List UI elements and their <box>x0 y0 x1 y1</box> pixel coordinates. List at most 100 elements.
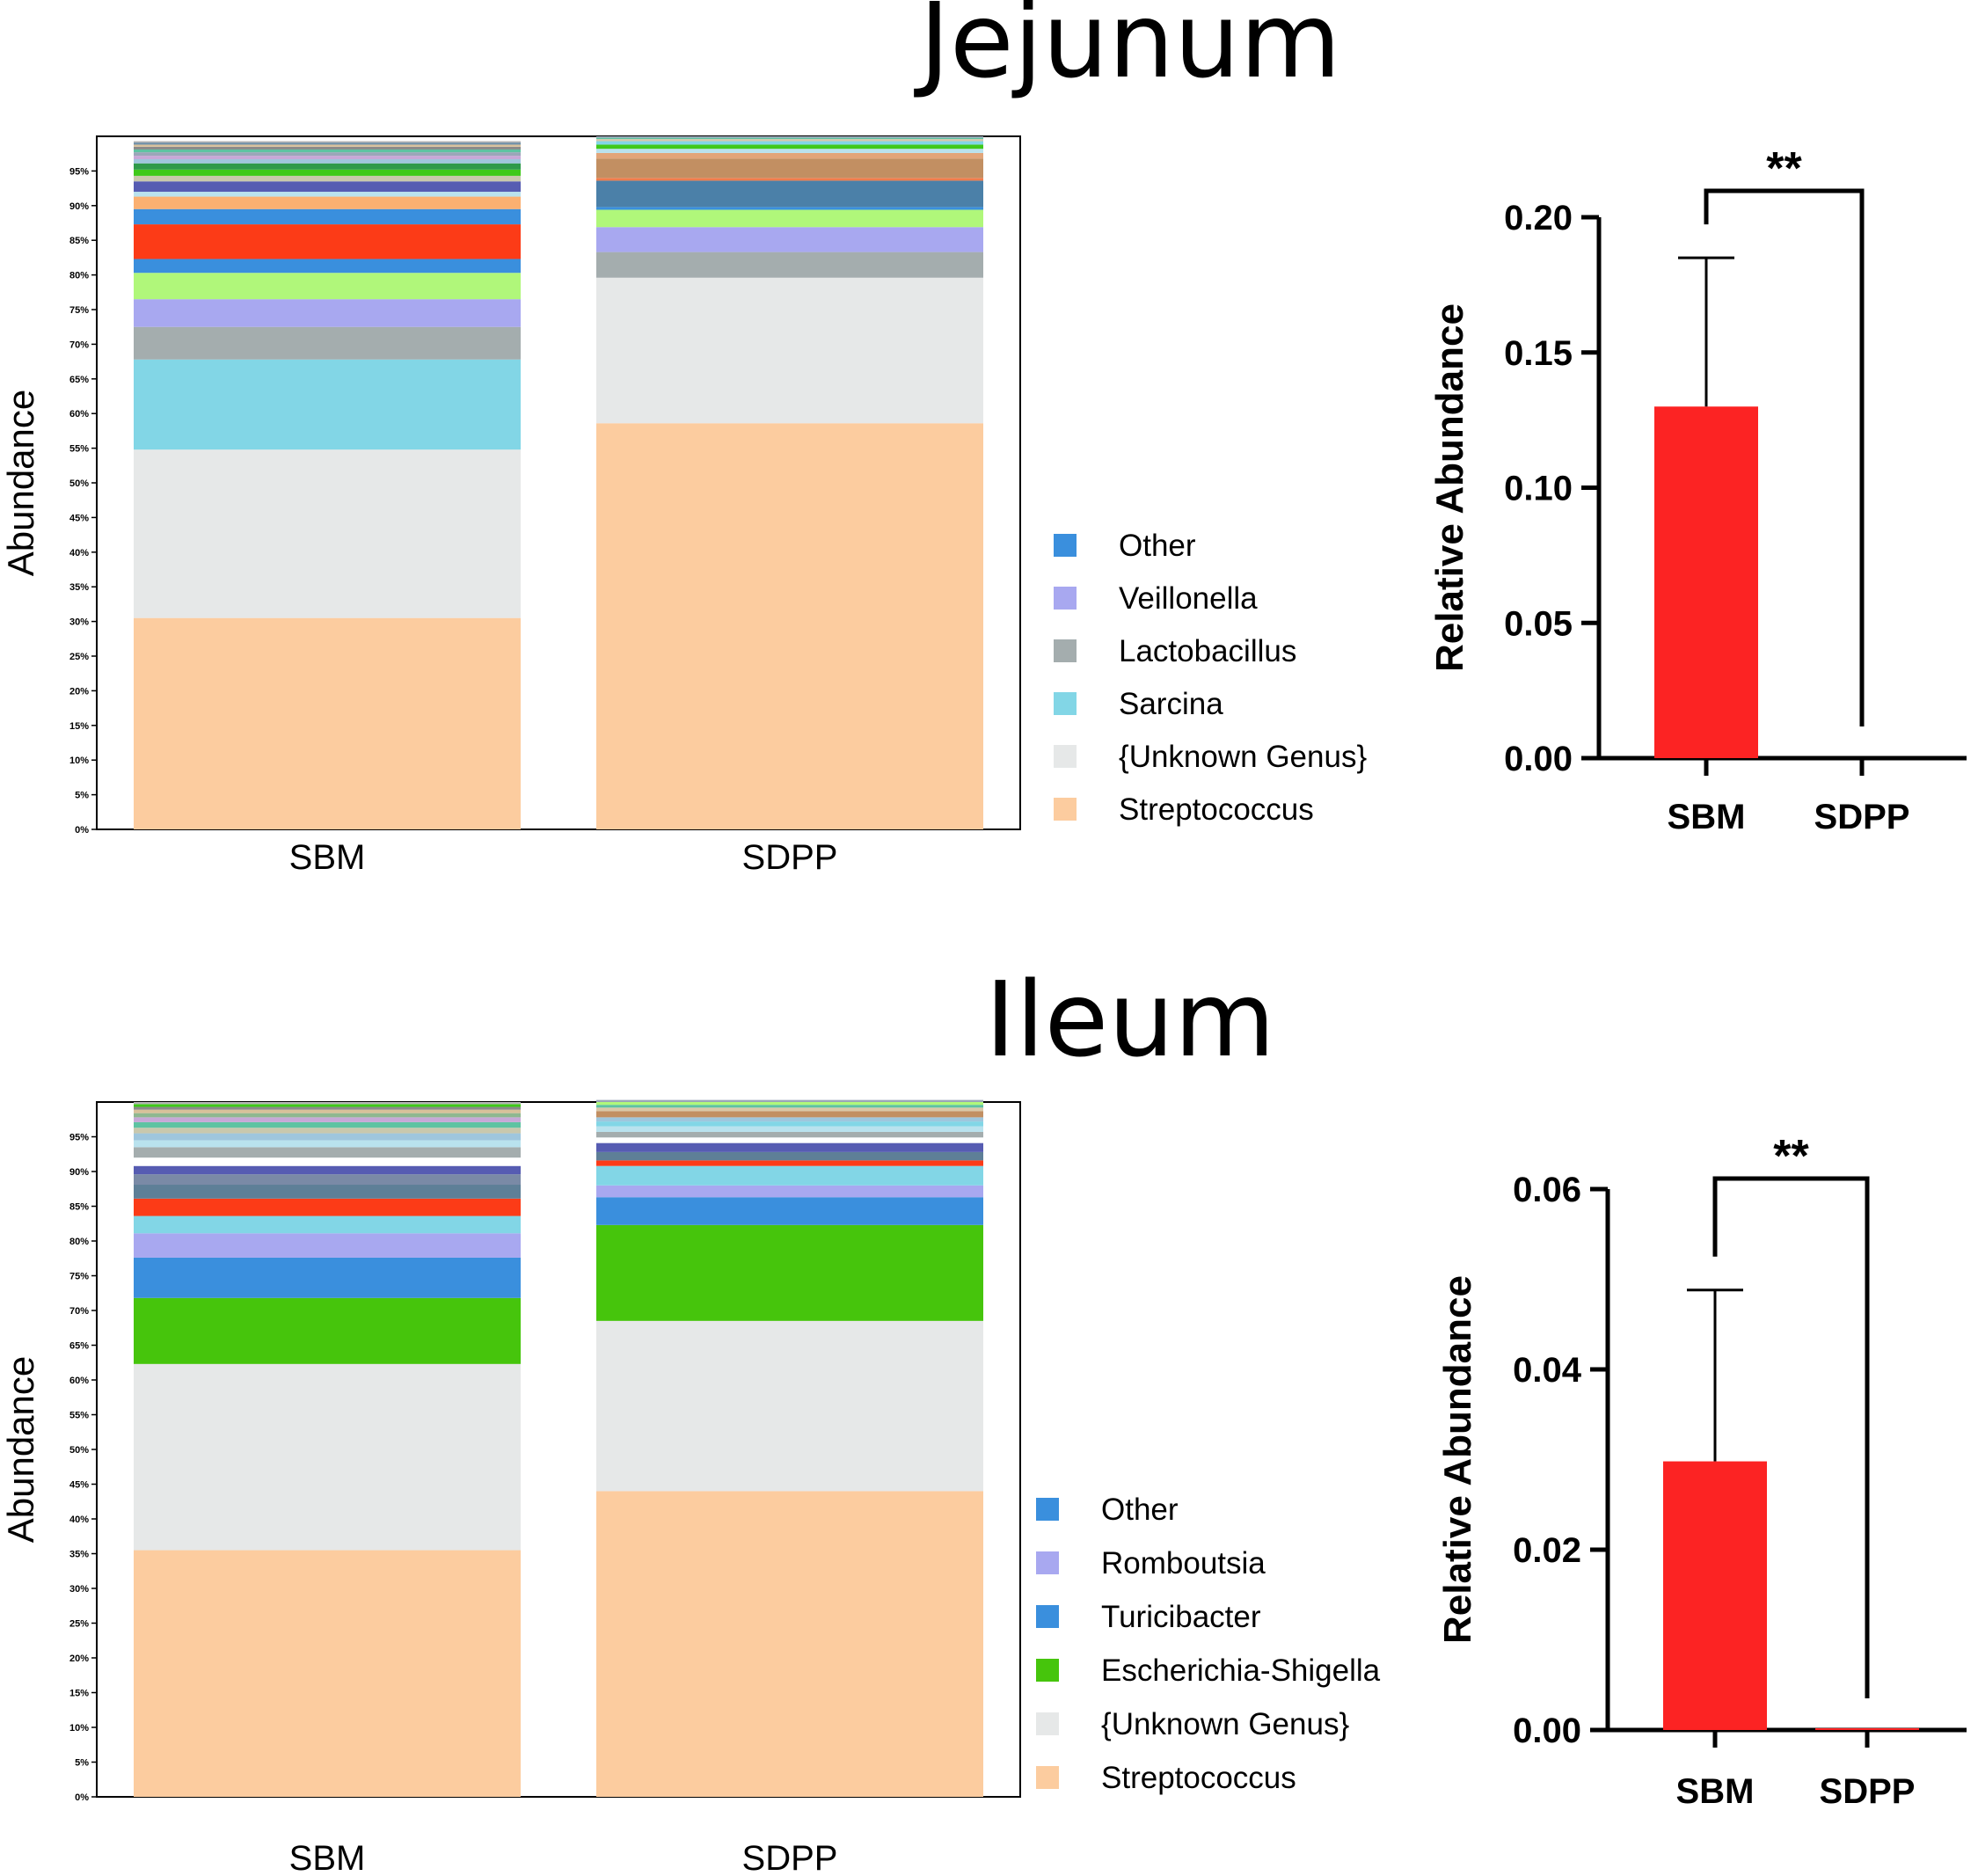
stack-segment <box>596 1117 983 1122</box>
panel-title: Jejunum <box>913 0 1341 101</box>
data-bar <box>1815 1727 1919 1730</box>
legend-label: Turicibacter <box>1101 1600 1261 1634</box>
legend-label: Streptococcus <box>1101 1761 1296 1795</box>
stack-segment <box>134 1165 521 1175</box>
stack-segment <box>596 1491 983 1797</box>
stack-segment <box>134 224 521 259</box>
y-tick-label: 75% <box>69 305 89 316</box>
stack-segment <box>134 1109 521 1113</box>
y-tick-label: 0.05 <box>1504 604 1573 643</box>
legend-swatch <box>1054 534 1077 557</box>
significance-label: ** <box>1766 143 1802 194</box>
stack-segment <box>134 192 521 197</box>
stack-segment <box>134 1297 521 1364</box>
stack-segment <box>596 277 983 424</box>
y-tick-label: 0.06 <box>1513 1171 1581 1209</box>
stack-segment <box>134 1133 521 1141</box>
x-category-label: SBM <box>1668 798 1746 836</box>
y-tick-label: 0.15 <box>1504 334 1573 373</box>
legend-swatch <box>1054 639 1077 662</box>
y-tick-label: 0% <box>75 1792 89 1803</box>
stack-segment <box>134 326 521 360</box>
y-tick-label: 70% <box>69 339 89 350</box>
y-tick-label: 90% <box>69 201 89 212</box>
stack-segment <box>134 1147 521 1158</box>
stack-segment <box>596 1165 983 1186</box>
stack-segment <box>134 259 521 274</box>
stack-segment <box>596 1197 983 1225</box>
y-tick-label: 40% <box>69 548 89 558</box>
stack-segment <box>596 1102 983 1106</box>
legend-label: Other <box>1101 1493 1179 1527</box>
stacked-chart: SBM SDPP 0% 5% 10% 15% 20% 25% 30% 35% 40% 45% 50% 55… <box>0 135 1021 877</box>
stack-segment <box>596 1160 983 1166</box>
stack-segment <box>596 1151 983 1161</box>
y-tick-label: 0.02 <box>1513 1531 1581 1570</box>
stack-segment <box>596 178 983 181</box>
x-category-label: SDPP <box>1814 798 1910 836</box>
significance-label: ** <box>1773 1131 1809 1182</box>
legend-swatch <box>1036 1551 1059 1574</box>
stack-segment <box>596 180 983 208</box>
stack-segment <box>596 423 983 829</box>
stack-segment <box>134 146 521 150</box>
legend-label: {Unknown Genus} <box>1119 740 1367 774</box>
panel-ileum: Ileum SBM SDPP 0% 5% 10% 15% 20% 25% 30% 35% 40% 45… <box>0 959 1967 1876</box>
y-tick-label: 20% <box>69 686 89 697</box>
significance-bracket <box>1712 1176 1870 1698</box>
y-tick-label: 80% <box>69 271 89 281</box>
stack-segment <box>596 136 983 138</box>
stack-segment <box>134 142 521 145</box>
stack-segment <box>134 299 521 327</box>
stack-segment <box>596 1320 983 1492</box>
y-tick-label: 65% <box>69 1341 89 1352</box>
stack-segment <box>134 152 521 157</box>
x-category-label: SBM <box>289 1839 366 1876</box>
y-tick-label: 95% <box>69 1133 89 1143</box>
stack-segment <box>134 1128 521 1134</box>
stack-segment <box>596 1126 983 1132</box>
panel-jejunum: Jejunum SBM SDPP 0% 5% 10% 15% 20% 25% 30% 35% 40%… <box>0 0 1967 877</box>
y-axis-label: Relative Abundance <box>1436 1275 1479 1644</box>
stack-segment <box>134 359 521 450</box>
y-tick-label: 5% <box>75 791 89 801</box>
legend-swatch <box>1036 1659 1059 1682</box>
y-tick-label: 10% <box>69 756 89 766</box>
stack-segment <box>596 149 983 153</box>
legend-swatch <box>1054 745 1077 768</box>
x-category-label: SDPP <box>742 838 838 877</box>
bar-chart: 0.00 0.05 0.10 0.15 0.20 SBM SDPP ** Relative Ab… <box>1428 143 1967 836</box>
stack-segment <box>134 156 521 160</box>
stack-segment <box>596 1131 983 1138</box>
y-tick-label: 55% <box>69 444 89 455</box>
y-tick-label: 0.04 <box>1513 1351 1582 1390</box>
stack-segment <box>596 144 983 150</box>
stack-segment <box>596 137 983 140</box>
stack-segment <box>134 1117 521 1122</box>
stack-segment <box>134 163 521 170</box>
stack-segment <box>134 1363 521 1551</box>
stack-segment <box>134 1257 521 1298</box>
y-tick-label: 55% <box>69 1411 89 1421</box>
y-tick-label: 85% <box>69 1202 89 1213</box>
y-tick-label: 60% <box>69 409 89 420</box>
significance-bracket <box>1704 188 1865 726</box>
x-category-label: SBM <box>289 838 366 877</box>
x-category-label: SDPP <box>742 1839 838 1876</box>
stack-segment <box>596 1224 983 1321</box>
stack-segment <box>134 1157 521 1166</box>
stack-segment <box>596 1107 983 1112</box>
data-bar <box>1654 406 1758 758</box>
legend-label: Romboutsia <box>1101 1546 1266 1580</box>
stack-segment <box>134 1550 521 1797</box>
stack-segment <box>596 209 983 228</box>
stack-segment <box>596 1121 983 1127</box>
stack-segment <box>134 1215 521 1234</box>
y-tick-label: 40% <box>69 1515 89 1525</box>
stack-segment <box>134 1233 521 1258</box>
y-tick-label: 5% <box>75 1758 89 1769</box>
stack-segment <box>134 169 521 176</box>
y-tick-label: 85% <box>69 236 89 246</box>
stack-segment <box>596 1099 983 1102</box>
stack-segment <box>596 227 983 252</box>
